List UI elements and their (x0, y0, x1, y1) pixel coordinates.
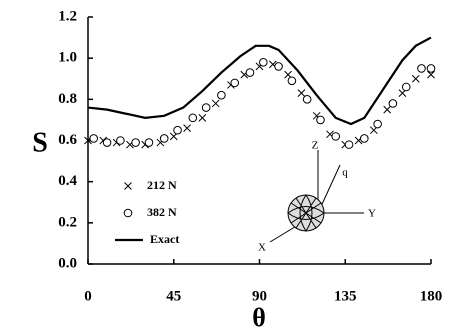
legend-marker (124, 209, 132, 217)
circle-marker (303, 96, 311, 104)
circle-marker (361, 135, 369, 143)
y-tick-label: 1.2 (58, 8, 77, 24)
line (88, 38, 431, 124)
circle-marker (132, 139, 140, 147)
circle-marker (427, 65, 435, 73)
y-tick-label: 0.4 (58, 173, 77, 189)
x-tick-label: 45 (166, 288, 181, 304)
inset-label: Y (368, 208, 376, 220)
y-axis-label: S (32, 127, 48, 158)
x-tick-label: 180 (420, 288, 443, 304)
circle-marker (231, 79, 239, 87)
y-tick-label: 0.6 (58, 132, 77, 148)
x-marker (199, 114, 206, 121)
circle-marker (160, 135, 168, 143)
circle-marker (218, 91, 226, 99)
circle-marker (345, 141, 353, 149)
inset-label: Z (312, 140, 319, 152)
x-marker (184, 125, 191, 132)
x-marker (212, 100, 219, 107)
circle-marker (374, 120, 382, 128)
x-marker (412, 75, 419, 82)
x-marker (384, 106, 391, 113)
legend-marker (125, 183, 132, 190)
circle-marker (174, 126, 182, 134)
circle-marker (260, 58, 268, 66)
circle-marker (103, 139, 111, 147)
inset-label: X (258, 242, 266, 254)
y-tick-label: 1.0 (58, 50, 77, 66)
circle-marker (389, 100, 397, 108)
circle-marker (288, 77, 296, 85)
y-tick-label: 0.8 (58, 91, 77, 107)
inset-sphere (270, 150, 364, 242)
y-tick-label: 0.2 (58, 214, 77, 230)
circle-marker (145, 139, 153, 147)
x-tick-label: 135 (334, 288, 357, 304)
legend-label: 212 N (147, 178, 177, 192)
x-tick-label: 90 (252, 288, 267, 304)
x-axis-label: θ (252, 303, 266, 332)
circle-marker (402, 83, 410, 91)
circle-marker (317, 116, 325, 124)
x-tick-label: 0 (84, 288, 92, 304)
x-marker (298, 90, 305, 97)
circle-marker (189, 114, 197, 122)
circle-marker (117, 137, 125, 145)
circle-marker (418, 65, 426, 73)
legend-label: Exact (150, 232, 179, 246)
y-tick-label: 0.0 (58, 255, 77, 271)
circle-marker (332, 133, 340, 141)
circle-marker (202, 104, 210, 112)
inset-label: q (342, 167, 348, 179)
legend-label: 382 N (147, 205, 177, 219)
circle-marker (246, 69, 254, 77)
circle-marker (90, 135, 98, 143)
chart: S θ 0.0 0.2 0.4 0.6 0.8 1.0 1.2 0 45 90 135 180 212 … (0, 0, 453, 334)
circle-marker (275, 63, 283, 71)
